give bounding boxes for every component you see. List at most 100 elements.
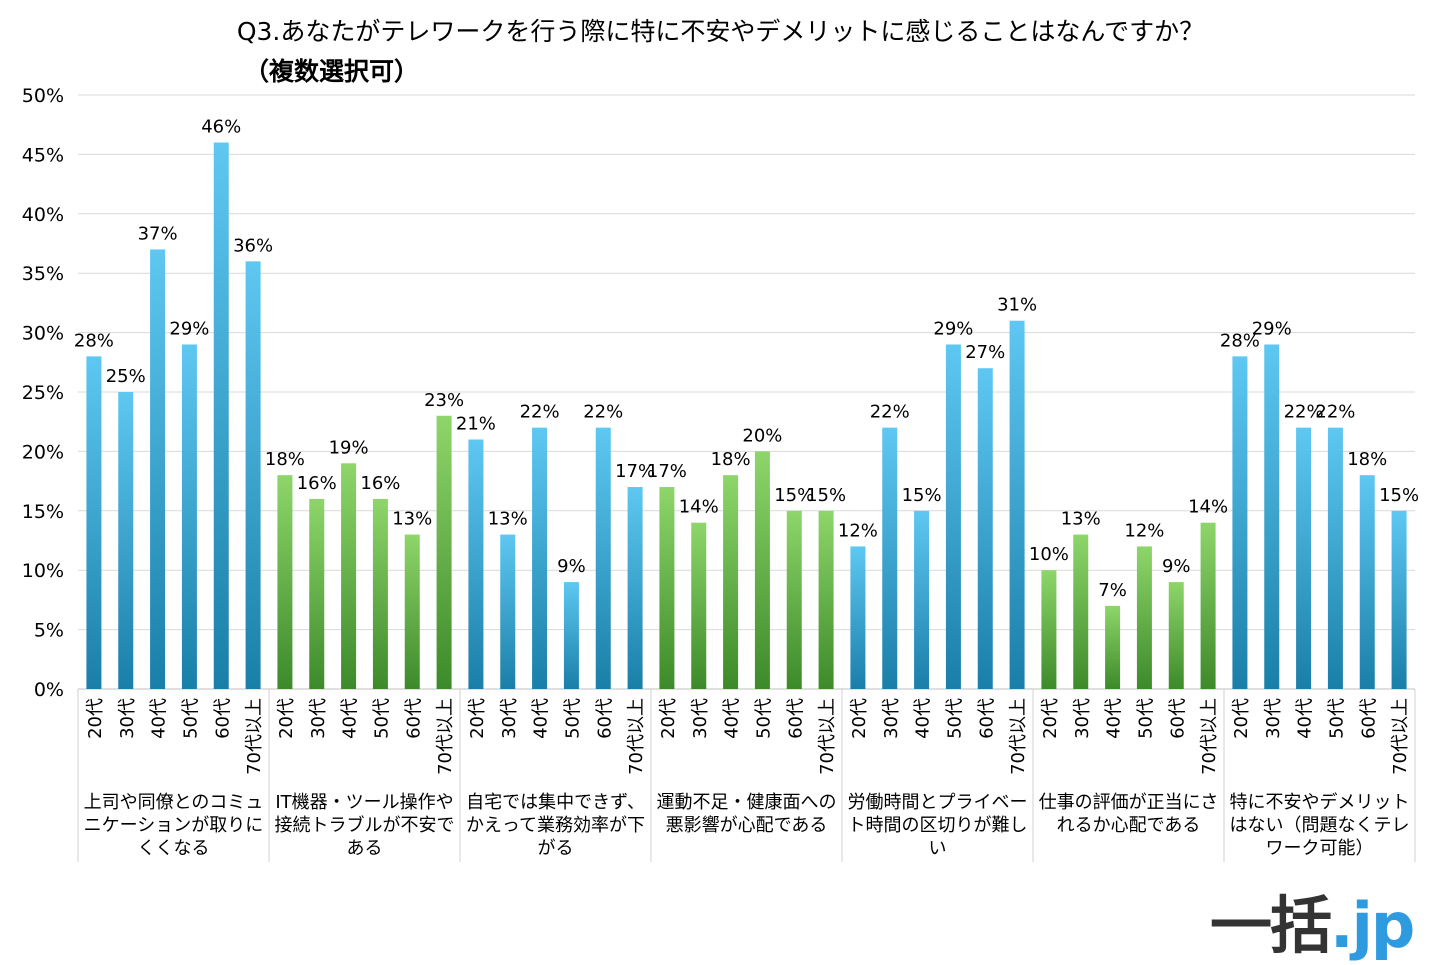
category-label-line: れるか心配である [1056,815,1201,836]
age-tick-label: 30代 [1263,698,1284,739]
bar [1009,320,1025,689]
age-tick-label: 30代 [117,698,138,739]
data-label: 27% [965,342,1005,363]
bar [1200,522,1216,689]
data-label: 18% [1347,449,1387,470]
data-label: 31% [997,295,1037,316]
category-label-line: かえって業務効率が下 [465,815,646,836]
category-label: 仕事の評価が正当にさ れるか心配である [1035,791,1222,837]
category-label: 特に不安やデメリット はない（問題なくテレ ワーク可能） [1226,791,1413,860]
data-label: 13% [488,509,528,530]
bar [118,392,134,689]
y-tick-label: 35% [22,263,64,285]
age-tick-label: 70代以上 [435,698,456,775]
chart-title: Q3.あなたがテレワークを行う際に特に不安やデメリットに感じることはなんですか？ [236,17,1205,46]
bar [86,356,102,689]
bar [754,451,770,689]
logo-kanji: 一括 [1210,889,1332,962]
y-tick-label: 50% [22,85,64,107]
bar [1327,427,1343,689]
bar [1073,534,1089,689]
age-tick-label: 30代 [881,698,902,739]
age-tick-label: 70代以上 [1008,698,1029,775]
y-tick-label: 30% [22,323,64,345]
category-label-line: 運動不足・健康面への [656,792,837,813]
age-tick-label: 20代 [1040,698,1061,739]
bar [1168,582,1184,689]
bar [1105,605,1121,689]
age-tick-label: 50代 [944,698,965,739]
bar [372,498,388,689]
age-tick-label: 40代 [913,698,934,739]
data-label: 17% [647,461,687,482]
y-tick-label: 10% [22,560,64,582]
age-tick-label: 60代 [212,698,233,739]
age-tick-label: 50代 [562,698,583,739]
age-tick-label: 30代 [308,698,329,739]
age-tick-label: 70代以上 [1390,698,1411,775]
logo-suffix: .jp [1330,889,1415,962]
category-label-line: い [928,838,947,859]
bar [1296,427,1312,689]
age-tick-label: 20代 [658,698,679,739]
bar [213,142,229,689]
age-tick-label: 20代 [467,698,488,739]
age-tick-label: 60代 [403,698,424,739]
data-label: 17% [615,461,655,482]
category-label-line: ニケーションが取りに [83,815,264,836]
age-tick-label: 40代 [1104,698,1125,739]
data-label: 13% [1061,509,1101,530]
bar [436,415,452,689]
data-label: 28% [74,330,114,351]
age-tick-label: 20代 [85,698,106,739]
data-label: 46% [201,117,241,138]
age-tick-label: 30代 [499,698,520,739]
data-label: 14% [679,497,719,518]
bar [659,487,675,689]
data-label: 22% [520,402,560,423]
bar [1041,570,1057,689]
bar [882,427,898,689]
bar [945,344,961,689]
data-label: 22% [870,402,910,423]
y-tick-label: 45% [22,144,64,166]
y-tick-label: 5% [34,620,64,642]
category-label-line: ワーク可能） [1265,838,1374,859]
data-label: 20% [742,425,782,446]
data-label: 18% [265,449,305,470]
data-label: 37% [138,223,178,244]
data-label: 13% [392,509,432,530]
bar [1264,344,1280,689]
age-tick-label: 60代 [1358,698,1379,739]
category-label-line: 自宅では集中できず、 [466,792,645,813]
bar [818,510,834,689]
data-label: 23% [424,390,464,411]
age-tick-label: 20代 [1231,698,1252,739]
data-label: 22% [1315,402,1355,423]
data-label: 9% [1162,556,1191,577]
age-tick-label: 40代 [340,698,361,739]
category-label-line: くくなる [137,838,210,859]
y-tick-label: 0% [34,679,64,701]
age-tick-label: 60代 [976,698,997,739]
data-label: 21% [456,414,496,435]
category-label-line: はない（問題なくテレ [1229,815,1410,836]
bar [150,249,166,689]
age-tick-label: 50代 [753,698,774,739]
age-tick-label: 50代 [1326,698,1347,739]
age-tick-label: 70代以上 [244,698,265,775]
age-tick-label: 40代 [722,698,743,739]
bar [1391,510,1407,689]
bar [1232,356,1248,689]
category-label: 上司や同僚とのコミュ ニケーションが取りに くくなる [80,791,267,860]
data-label: 15% [902,485,942,506]
category-label-line: 仕事の評価が正当にさ [1038,792,1219,813]
data-label: 28% [1220,330,1260,351]
data-label: 7% [1098,580,1127,601]
age-tick-label: 70代以上 [817,698,838,775]
age-tick-label: 20代 [849,698,870,739]
bar [277,475,293,689]
category-label: 自宅では集中できず、 かえって業務効率が下 がる [462,791,649,860]
bar [181,344,197,689]
